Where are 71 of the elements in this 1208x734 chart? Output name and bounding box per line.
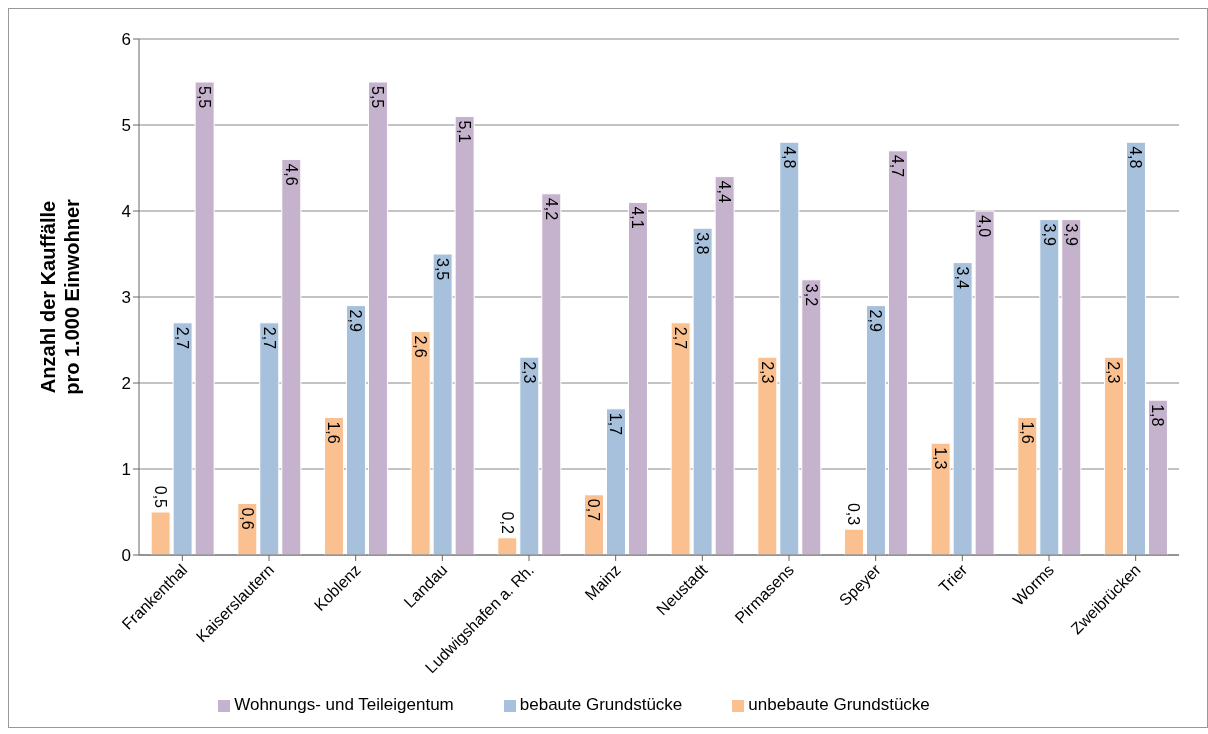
bar <box>583 494 604 555</box>
data-label: 2,6 <box>412 335 430 358</box>
data-label: 3,8 <box>694 232 712 255</box>
bar <box>1147 399 1168 555</box>
data-label: 0,2 <box>498 511 516 534</box>
data-label: 3,9 <box>1062 223 1080 246</box>
y-tick-label: 4 <box>121 202 131 222</box>
data-label: 1,3 <box>932 447 950 470</box>
data-label: 4,4 <box>716 180 734 203</box>
x-tick-label: Trier <box>935 560 971 596</box>
bar <box>1017 416 1038 555</box>
data-label: 4,7 <box>889 154 907 178</box>
bar <box>605 408 626 555</box>
bar <box>259 322 280 555</box>
bar <box>887 150 908 555</box>
data-label: 1,8 <box>1149 404 1167 427</box>
data-label: 4,8 <box>1127 146 1145 169</box>
bar <box>757 356 778 555</box>
data-label: 3,2 <box>802 283 820 307</box>
bar <box>519 356 540 555</box>
y-tick-label: 3 <box>121 288 131 308</box>
data-label: 4,6 <box>282 163 300 186</box>
data-label: 2,3 <box>520 361 538 384</box>
data-label: 4,1 <box>629 206 647 229</box>
bar <box>1125 141 1146 555</box>
data-label: 5,1 <box>456 120 474 143</box>
bar <box>1103 356 1124 555</box>
data-label: 2,9 <box>347 309 365 332</box>
bar <box>1039 219 1060 555</box>
data-label: 2,9 <box>867 309 885 332</box>
bar <box>497 537 518 555</box>
y-tick-label: 6 <box>121 30 131 50</box>
data-label: 0,6 <box>238 507 256 530</box>
y-tick-label: 2 <box>121 374 131 394</box>
data-label: 3,5 <box>434 258 452 281</box>
bar <box>627 201 648 555</box>
data-label: 0,3 <box>845 502 863 526</box>
y-tick-label: 1 <box>121 460 131 480</box>
legend-label: unbebaute Grundstücke <box>748 695 930 714</box>
data-label: 5,5 <box>369 86 387 109</box>
data-label: 3,4 <box>954 266 972 289</box>
y-axis-title: Anzahl der Kauffälle pro 1.000 Einwohner <box>37 198 83 395</box>
bar <box>541 193 562 555</box>
bar <box>801 279 822 555</box>
data-label: 3,9 <box>1040 223 1058 246</box>
y-tick-label: 0 <box>121 546 131 566</box>
data-label: 0,7 <box>585 498 603 522</box>
data-label: 4,2 <box>542 197 560 221</box>
data-label: 0,5 <box>152 485 170 509</box>
bar <box>323 416 344 555</box>
bar <box>779 141 800 555</box>
bar <box>1061 219 1082 555</box>
bar <box>367 81 388 555</box>
data-label: 2,3 <box>758 361 776 384</box>
data-label: 2,7 <box>672 326 690 350</box>
data-label: 2,7 <box>260 326 278 350</box>
data-label: 4,8 <box>780 146 798 169</box>
bar <box>843 528 864 555</box>
legend-label: bebaute Grundstücke <box>519 695 683 714</box>
bar <box>281 158 302 555</box>
data-label: 4,0 <box>976 215 994 238</box>
data-label: 1,6 <box>1018 421 1036 444</box>
data-label: 2,7 <box>174 326 192 350</box>
legend-label: Wohnungs- und Teileigentum <box>234 695 454 714</box>
data-label: 1,6 <box>325 421 343 444</box>
bar <box>345 305 366 555</box>
y-tick-label: 5 <box>121 116 131 136</box>
data-label: 2,3 <box>1105 361 1123 384</box>
data-label: 1,7 <box>607 412 625 436</box>
bar <box>865 305 886 555</box>
data-label: 5,5 <box>196 86 214 109</box>
